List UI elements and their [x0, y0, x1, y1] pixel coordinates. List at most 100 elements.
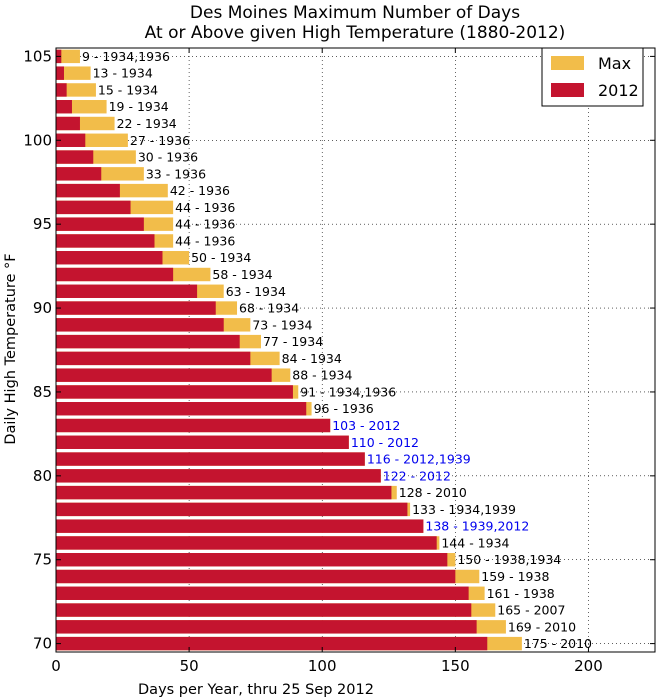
bar-2012	[56, 100, 72, 114]
y-tick-label: 80	[33, 467, 52, 485]
data-label: 165 - 2007	[497, 603, 565, 618]
legend: Max 2012	[541, 47, 644, 107]
x-axis-title: Days per Year, thru 25 Sep 2012	[138, 682, 374, 698]
bar-2012	[56, 586, 469, 600]
bar-2012	[56, 469, 381, 483]
bar-2012	[56, 167, 102, 181]
data-label: 63 - 1934	[226, 284, 286, 299]
bar-2012	[56, 402, 307, 416]
data-label: 133 - 1934,1939	[412, 502, 516, 517]
data-label: 103 - 2012	[332, 418, 400, 433]
data-label: 58 - 1934	[212, 267, 272, 282]
bar-2012	[56, 116, 80, 131]
x-tick-label: 50	[180, 657, 199, 675]
x-tick-label: 150	[441, 657, 470, 675]
bar-2012	[56, 234, 155, 248]
data-label: 84 - 1934	[282, 351, 342, 366]
legend-label-max: Max	[598, 54, 631, 73]
bar-2012	[56, 368, 272, 382]
data-label: 30 - 1936	[138, 150, 198, 165]
y-tick-label: 70	[33, 635, 52, 653]
bar-2012	[56, 418, 331, 433]
bar-2012	[56, 636, 488, 651]
data-label: 91 - 1934,1936	[300, 384, 396, 399]
bar-2012	[56, 334, 240, 349]
bar-2012	[56, 133, 86, 147]
bar-2012	[56, 301, 216, 315]
bar-2012	[56, 217, 144, 231]
bar-max	[56, 49, 80, 64]
bar-2012	[56, 267, 174, 282]
data-label: 175 - 2010	[524, 636, 592, 651]
plot-frame	[55, 47, 656, 653]
data-label: 73 - 1934	[252, 317, 312, 332]
data-label: 50 - 1934	[191, 250, 251, 265]
data-label: 19 - 1934	[109, 99, 169, 114]
bar-2012	[56, 150, 94, 164]
bar-2012	[56, 66, 64, 80]
y-tick-label: 95	[33, 215, 52, 233]
y-tick-label: 75	[33, 551, 52, 569]
y-tick-label: 100	[23, 131, 52, 149]
data-label: 96 - 1936	[314, 401, 374, 416]
data-label: 27 - 1936	[130, 133, 190, 148]
data-label: 161 - 1938	[487, 586, 555, 601]
data-label: 77 - 1934	[263, 334, 323, 349]
bar-2012	[56, 502, 408, 517]
bar-2012	[56, 200, 131, 215]
bar-2012	[56, 351, 251, 366]
data-label: 122 - 2012	[383, 468, 451, 483]
bar-2012	[56, 251, 163, 265]
y-axis-title: Daily High Temperature °F	[3, 253, 19, 444]
bar-2012	[56, 485, 392, 500]
legend-swatch-2012	[551, 83, 584, 97]
bar-2012	[56, 183, 120, 198]
data-label: 116 - 2012,1939	[367, 452, 471, 467]
chart-subtitle: At or Above given High Temperature (1880…	[145, 23, 566, 43]
x-tick-label: 0	[51, 657, 61, 675]
legend-label-2012: 2012	[598, 81, 639, 100]
y-tick-label: 90	[33, 299, 52, 317]
data-label: 138 - 1939,2012	[425, 519, 529, 534]
data-label: 150 - 1938,1934	[457, 552, 561, 567]
data-label: 110 - 2012	[351, 435, 419, 450]
data-label: 44 - 1936	[175, 233, 235, 248]
chart-title: Des Moines Maximum Number of Days	[190, 3, 520, 23]
data-label: 169 - 2010	[508, 619, 576, 634]
data-label: 42 - 1936	[170, 183, 230, 198]
x-tick-label: 200	[574, 657, 603, 675]
bar-2012	[56, 603, 472, 617]
data-label: 33 - 1936	[146, 166, 206, 181]
data-label: 13 - 1934	[93, 66, 153, 81]
bar-max	[56, 66, 91, 80]
data-label: 44 - 1936	[175, 200, 235, 215]
bar-2012	[56, 83, 67, 97]
bar-2012	[56, 519, 424, 533]
x-tick-label: 100	[308, 657, 337, 675]
data-label: 44 - 1936	[175, 217, 235, 232]
data-label: 68 - 1934	[239, 301, 299, 316]
bar-2012	[56, 536, 437, 550]
bar-2012	[56, 452, 365, 466]
data-label: 15 - 1934	[98, 82, 158, 97]
data-label: 159 - 1938	[481, 569, 549, 584]
bar-2012	[56, 385, 293, 399]
bar-2012	[56, 284, 198, 298]
data-label: 22 - 1934	[117, 116, 177, 131]
bar-2012	[56, 318, 224, 332]
data-label: 144 - 1934	[441, 535, 509, 550]
y-tick-label: 85	[33, 383, 52, 401]
bar-2012	[56, 435, 349, 449]
data-label: 9 - 1934,1936	[82, 49, 170, 64]
bar-2012	[56, 569, 456, 584]
bars-layer	[56, 49, 522, 651]
legend-swatch-max	[551, 56, 584, 70]
bar-2012	[56, 620, 477, 634]
axes-layer: 0 50 100 150 200 70 75 80 85 90 95 100 105	[23, 47, 656, 675]
data-label: 128 - 2010	[399, 485, 467, 500]
data-label: 88 - 1934	[292, 368, 352, 383]
grid-layer	[56, 48, 655, 652]
